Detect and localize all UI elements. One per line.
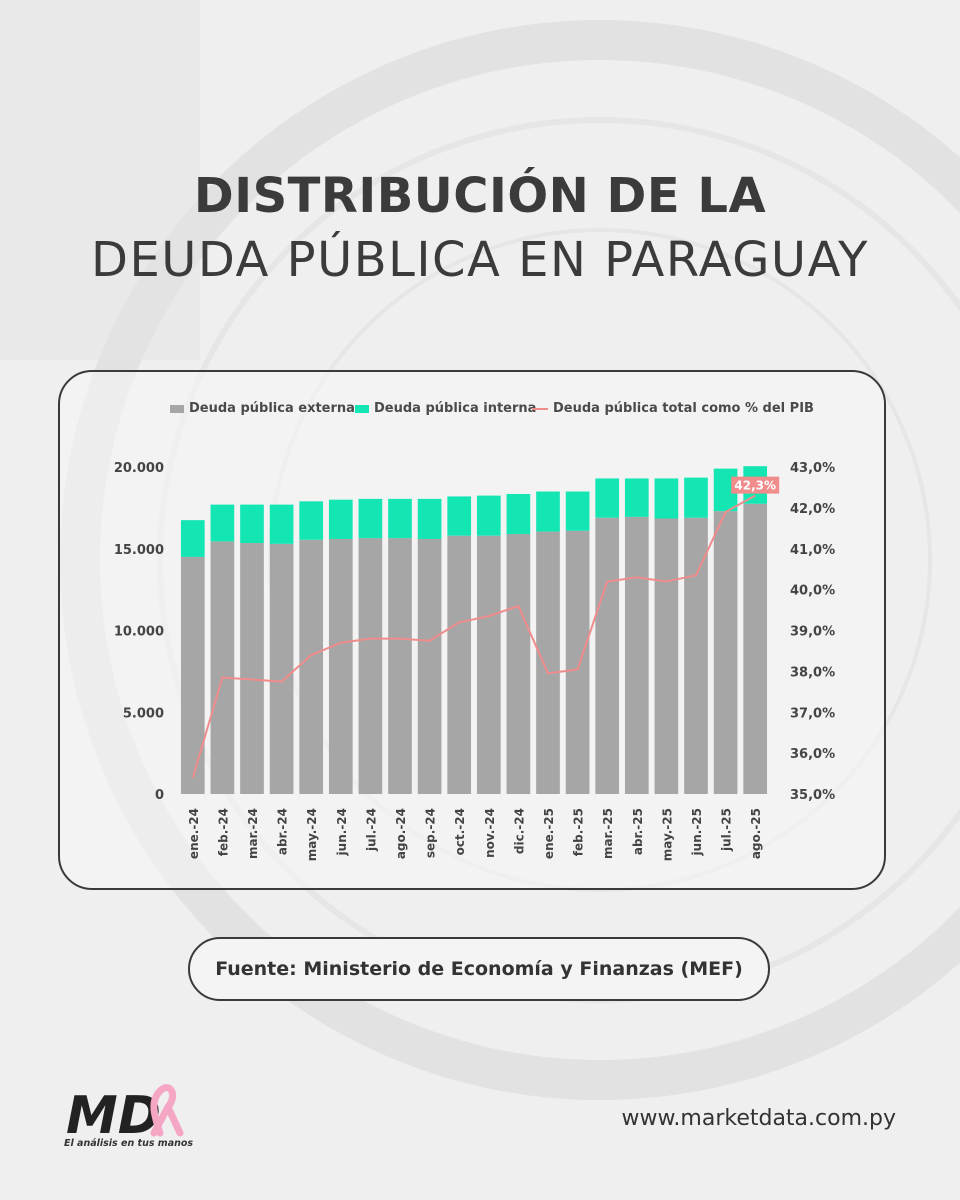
- bar-external: [328, 538, 353, 794]
- bar-internal: [328, 499, 353, 539]
- bar-external: [476, 535, 501, 794]
- x-tick-label: jun.-25: [690, 808, 704, 856]
- x-tick-label: abr.-25: [631, 808, 645, 855]
- bar-internal: [624, 478, 649, 517]
- x-tick-label: abr.-24: [276, 808, 290, 855]
- x-tick-label: feb.-25: [572, 808, 586, 856]
- bar-internal: [210, 504, 235, 542]
- x-tick-label: ago.-25: [749, 808, 763, 859]
- y-left-tick-label: 10.000: [114, 625, 164, 640]
- page-title-line2: DEUDA PÚBLICA EN PARAGUAY: [90, 232, 869, 288]
- website-link[interactable]: www.marketdata.com.py: [621, 1106, 896, 1131]
- legend-item-external: Deuda pública externa: [170, 401, 355, 416]
- chart-legend: Deuda pública externa Deuda pública inte…: [112, 401, 814, 421]
- y-right-tick-label: 35,0%: [790, 788, 835, 803]
- bar-internal: [388, 498, 412, 539]
- x-tick-label: nov.-24: [483, 808, 497, 858]
- y-right-tick-label: 43,0%: [790, 461, 835, 476]
- x-tick-label: jul.-25: [720, 808, 734, 852]
- x-tick-label: jul.-24: [364, 808, 378, 852]
- x-tick-label: mar.-25: [601, 808, 615, 859]
- legend-swatch-external: [170, 404, 184, 413]
- x-tick-label: may.-25: [660, 808, 674, 861]
- bar-external: [358, 538, 383, 794]
- last-point-label-bg: [731, 476, 780, 494]
- x-tick-label: oct.-24: [453, 808, 467, 855]
- bar-external: [240, 543, 264, 794]
- y-left-tick-label: 5.000: [123, 706, 164, 721]
- legend-swatch-pct-gdp: [532, 407, 548, 410]
- bar-external: [713, 511, 738, 794]
- line-pct-gdp: [191, 494, 756, 778]
- bar-internal: [476, 495, 501, 536]
- y-left-tick-label: 20.000: [114, 461, 164, 476]
- bar-internal: [447, 496, 472, 536]
- bar-internal: [536, 491, 560, 532]
- bar-external: [180, 556, 205, 794]
- legend-swatch-internal: [355, 404, 369, 413]
- bar-external: [269, 543, 294, 794]
- bar-external: [388, 538, 412, 794]
- y-right-tick-label: 37,0%: [790, 706, 835, 721]
- bar-internal: [565, 491, 590, 531]
- bar-external: [654, 518, 679, 794]
- legend-label-pct-gdp: Deuda pública total como % del PIB: [553, 401, 814, 416]
- x-tick-label: jun.-24: [335, 808, 349, 856]
- bar-internal: [595, 478, 620, 518]
- bar-external: [565, 530, 590, 794]
- y-right-tick-label: 41,0%: [790, 543, 835, 558]
- legend-label-internal: Deuda pública interna: [374, 401, 537, 416]
- x-tick-label: ene.-24: [187, 808, 201, 859]
- last-point-label: 42,3%: [734, 479, 776, 493]
- bar-internal: [684, 477, 708, 518]
- svg-text:MD: MD: [66, 1086, 161, 1146]
- x-tick-label: mar.-24: [246, 808, 260, 859]
- y-right-tick-label: 40,0%: [790, 584, 835, 599]
- y-right-tick-label: 39,0%: [790, 625, 835, 640]
- x-tick-label: may.-24: [305, 808, 319, 861]
- bar-internal: [506, 493, 531, 535]
- bar-internal: [180, 520, 205, 557]
- bar-internal: [654, 478, 679, 519]
- bar-external: [417, 538, 442, 794]
- page-title-line1: DISTRIBUCIÓN DE LA: [193, 168, 767, 224]
- y-left-tick-label: 15.000: [114, 543, 164, 558]
- bar-external: [506, 534, 531, 794]
- bar-external: [447, 535, 472, 794]
- bar-internal: [358, 498, 383, 539]
- bar-external: [624, 516, 649, 794]
- bar-internal: [269, 504, 294, 544]
- marketdata-logo: MD: [66, 1084, 184, 1146]
- logo-tagline: El análisis en tus manos: [64, 1138, 194, 1149]
- bar-internal: [299, 501, 324, 540]
- bar-external: [595, 517, 620, 794]
- bar-internal: [240, 504, 264, 544]
- legend-item-pct-gdp: Deuda pública total como % del PIB: [532, 401, 814, 416]
- y-right-tick-label: 42,0%: [790, 502, 835, 517]
- x-tick-label: ago.-24: [394, 808, 408, 859]
- bar-internal: [417, 498, 442, 539]
- source-text: Fuente: Ministerio de Economía y Finanza…: [215, 958, 743, 980]
- bar-external: [210, 541, 235, 794]
- legend-label-external: Deuda pública externa: [189, 401, 355, 416]
- y-right-tick-label: 36,0%: [790, 747, 835, 762]
- legend-item-internal: Deuda pública interna: [355, 401, 536, 416]
- x-tick-label: ene.-25: [542, 808, 556, 859]
- bar-external: [684, 517, 708, 794]
- y-right-tick-label: 38,0%: [790, 665, 835, 680]
- x-tick-label: sep.-24: [424, 808, 438, 858]
- x-tick-label: dic.-24: [512, 808, 526, 854]
- bar-external: [299, 539, 324, 794]
- bar-external: [743, 503, 768, 794]
- bar-external: [536, 531, 560, 794]
- source-box: Fuente: Ministerio de Economía y Finanza…: [188, 937, 770, 1001]
- y-left-tick-label: 0: [155, 788, 164, 803]
- x-tick-label: feb.-24: [216, 808, 230, 856]
